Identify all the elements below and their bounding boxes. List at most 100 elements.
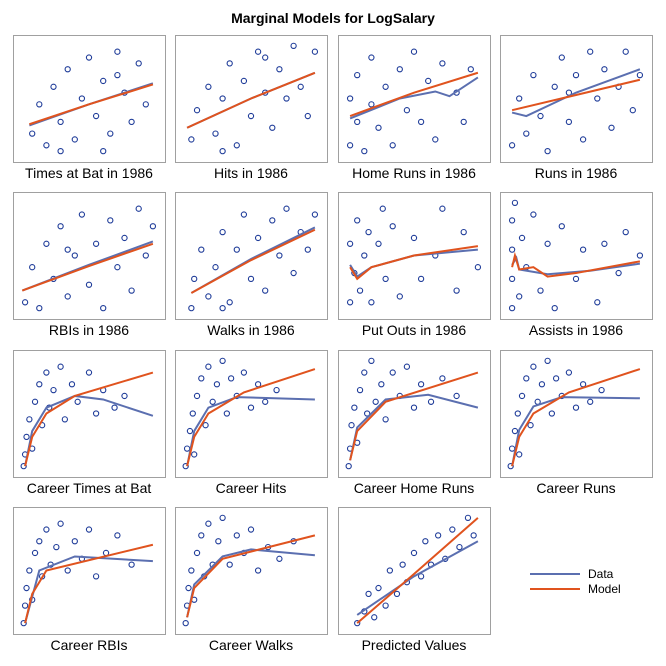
data-point <box>205 520 212 527</box>
data-point <box>382 83 389 90</box>
data-point <box>149 223 157 230</box>
data-point <box>598 386 605 394</box>
data-point <box>516 95 523 102</box>
data-point <box>240 369 248 376</box>
model-line <box>24 371 154 467</box>
data-point <box>64 246 71 253</box>
data-point <box>78 95 86 102</box>
panel: Career Hits <box>175 350 328 496</box>
data-point <box>92 112 100 120</box>
data-point <box>223 410 231 417</box>
panel-label: Predicted Values <box>362 637 467 653</box>
panel-frame <box>500 35 653 163</box>
data-point <box>43 240 50 247</box>
data-point <box>389 369 396 376</box>
data-point <box>215 538 222 545</box>
panel: Career RBIs <box>13 507 166 653</box>
data-point <box>511 199 519 206</box>
data-point <box>100 147 107 155</box>
panel: Put Outs in 1986 <box>338 192 491 338</box>
data-point <box>516 451 523 458</box>
data-point <box>548 410 556 417</box>
data-line <box>24 394 154 467</box>
panel-frame <box>175 350 328 478</box>
panel: Walks in 1986 <box>175 192 328 338</box>
data-point <box>121 392 128 400</box>
data-point <box>247 275 255 283</box>
data-point <box>558 54 565 61</box>
panel-label: Walks in 1986 <box>207 322 295 338</box>
data-point <box>453 287 460 294</box>
data-point <box>565 369 573 376</box>
data-point <box>363 410 371 417</box>
data-point <box>544 357 551 364</box>
data-point <box>205 363 212 370</box>
data-point <box>608 124 615 131</box>
data-point <box>368 299 375 306</box>
panel-frame <box>175 192 328 320</box>
panel-frame <box>500 192 653 320</box>
data-point <box>290 42 297 49</box>
panel-label: Times at Bat in 1986 <box>25 165 153 181</box>
data-point <box>346 95 354 102</box>
data-point <box>361 147 368 155</box>
data-point <box>403 363 411 370</box>
panel: Career Walks <box>175 507 328 653</box>
data-point <box>254 234 262 242</box>
data-point <box>23 433 30 441</box>
data-point <box>61 416 69 423</box>
data-point <box>351 404 358 411</box>
data-point <box>382 416 389 423</box>
data-point <box>50 386 57 394</box>
data-point <box>375 584 382 592</box>
data-point <box>393 590 401 598</box>
data-point <box>262 398 269 405</box>
data-point <box>21 602 29 609</box>
data-point <box>23 584 30 592</box>
data-point <box>410 549 418 557</box>
data-point <box>346 142 354 149</box>
data-point <box>565 118 573 126</box>
data-point <box>142 252 149 259</box>
data-point <box>375 240 382 247</box>
panel-label: Hits in 1986 <box>214 165 288 181</box>
data-point <box>382 275 389 283</box>
data-point <box>254 48 262 55</box>
data-point <box>205 83 212 90</box>
data-point <box>427 398 435 405</box>
model-line <box>29 83 154 126</box>
data-point <box>198 375 205 382</box>
data-point <box>57 147 64 155</box>
data-point <box>368 101 375 108</box>
data-point <box>92 240 100 247</box>
data-point <box>43 142 50 149</box>
data-point <box>354 620 361 627</box>
data-line <box>511 68 641 118</box>
data-point <box>85 54 93 61</box>
data-point <box>205 293 212 300</box>
data-point <box>552 375 560 382</box>
data-point <box>422 538 429 545</box>
data-point <box>389 223 396 230</box>
model-line <box>356 517 479 624</box>
data-point <box>233 532 240 539</box>
data-point <box>29 264 36 271</box>
data-point <box>579 246 587 253</box>
data-point <box>530 363 537 370</box>
panel-frame <box>175 507 328 635</box>
data-point <box>185 584 192 592</box>
data-point <box>449 526 456 533</box>
data-point <box>425 77 432 85</box>
data-point <box>410 404 418 411</box>
data-point <box>64 293 71 300</box>
panel-label: Home Runs in 1986 <box>352 165 476 181</box>
data-point <box>587 48 594 55</box>
data-point <box>439 205 446 212</box>
data-point <box>594 299 601 306</box>
data-point <box>386 567 394 574</box>
data-point <box>254 567 262 574</box>
data-point <box>227 375 235 382</box>
data-point <box>361 369 368 376</box>
data-point <box>615 269 622 277</box>
data-point <box>636 252 644 259</box>
